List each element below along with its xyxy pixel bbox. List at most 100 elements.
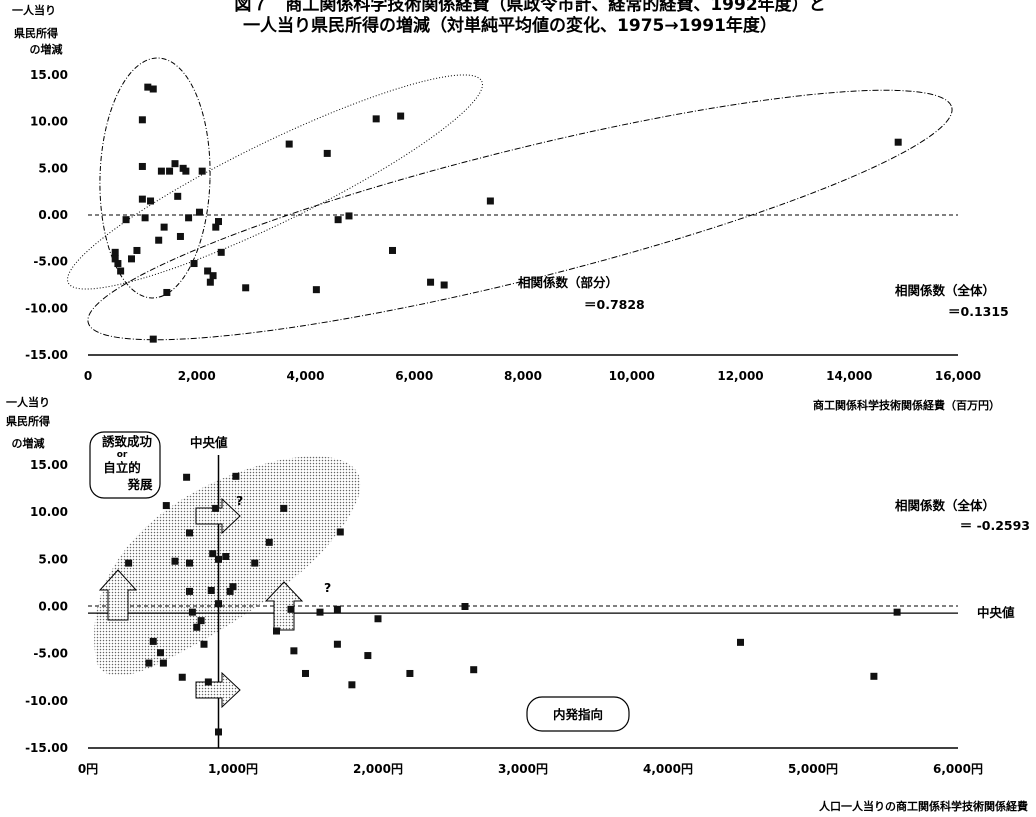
arrow-up-center [264,581,304,631]
chart2-data-point [280,504,288,512]
chart2-ylabel-line3: の増減 [12,436,45,450]
chart1-data-point [174,192,182,200]
chart2-data-point [207,586,215,594]
chart1-x-tick-label: 10,000 [609,369,655,383]
chart2-data-point [204,678,212,686]
chart2-ylabel-line1: 一人当り [6,395,50,409]
chart1-data-point [217,248,225,256]
chart2-data-point [333,605,341,613]
chart2-data-point [348,681,356,689]
chart1-data-point [242,284,250,292]
chart1-data-point [334,216,342,224]
question-mark-center: ? [324,580,331,595]
chart2-x-tick-label: 6,000円 [933,762,983,776]
chart2-x-tick-label: 5,000円 [788,762,838,776]
arrow-right-lower [195,671,241,709]
chart2-box-success [89,431,161,499]
chart1-data-point [111,248,119,256]
chart2-data-point [374,615,382,623]
chart1-ylabel-line1: 一人当り [12,3,56,17]
chart2-data-point [193,623,201,631]
chart1-ellipse-cluster [99,57,211,299]
chart1-data-point [215,218,222,226]
chart2-median-x-label: 中央値 [190,435,228,450]
chart2-y-tick-label: 5.00 [38,552,68,566]
chart2-data-point [188,608,196,616]
chart2-data-point [215,555,222,563]
chart1-x-tick-label: 6,000 [395,369,433,383]
chart2-data-point [149,637,157,645]
chart2-data-point [232,472,240,480]
chart2-data-point [186,559,193,567]
chart1-data-point [486,197,494,205]
chart1-total-value: ＝0.1315 [948,304,1009,319]
chart2-y-tick-label: -15.00 [25,741,68,755]
chart2-x-tick-label: 0円 [78,762,98,776]
chart2-data-point [215,600,222,608]
chart1-x-ticks: 0 2,000 4,000 6,000 8,000 10,000 12,000 14,000 1… [84,369,981,383]
chart2-total-label: 相関係数（全体） [895,498,995,513]
chart1-data-point [285,140,293,148]
chart1-partial-value: ＝0.7828 [584,297,645,312]
chart1-data-point [171,160,179,168]
chart2-box-success-line2: or [117,450,128,460]
chart2-box-success-line3: 自立的 [103,460,141,475]
chart2-data-point [302,669,309,677]
chart2-data-point [265,538,273,546]
chart1-y-tick-label: 15.00 [30,68,68,82]
chart1-total-label: 相関係数（全体） [895,283,995,298]
chart1-x-tick-label: 16,000 [935,369,981,383]
chart1-data-point [198,167,206,175]
chart1-data-point [114,260,122,268]
chart2-data-point [159,659,167,667]
chart2-data-point [461,603,469,610]
chart1-x-tick-label: 2,000 [178,369,216,383]
chart2-y-tick-label: 0.00 [38,600,68,614]
chart1-y-tick-label: -5.00 [33,255,68,269]
chart1-x-tick-label: 0 [84,369,92,383]
chart1-ylabel-line2: 県民所得 [14,26,58,40]
chart2-data-point [364,652,372,660]
chart2-median-y-label: 中央値 [977,605,1015,620]
chart2-data-point [197,617,205,625]
chart1-y-ticks: 15.00 10.00 5.00 0.00 -5.00 -10.00 -15.00 [25,68,68,362]
chart2-shaded-band [94,456,361,676]
chart1-y-tick-label: 0.00 [38,208,68,222]
chart2-data-point [290,647,298,655]
question-mark-upper: ? [236,493,243,508]
chart2-data-point [162,502,170,510]
chart1-x-tick-label: 4,000 [287,369,325,383]
chart1-data-point [138,195,146,203]
chart1-data-point [206,278,214,286]
chart1-points [111,83,902,343]
chart2-data-point [406,669,414,677]
chart2-ylabel-line2: 県民所得 [6,414,50,428]
chart1-data-point [157,167,165,175]
chart2-box-success-line4: 発展 [126,477,153,492]
chart1-data-point [149,85,157,93]
chart-1: 一人当り 県民所得 の増減 相関係数（部分） ＝0.7828 相関係数（全体） … [12,3,1009,412]
chart2-data-point [209,550,217,558]
chart2-data-point [336,528,344,536]
chart2-data-point [226,587,234,595]
chart2-data-point [178,673,186,681]
chart2-data-point [251,559,259,567]
chart2-data-point [145,659,153,667]
chart2-data-point [470,666,478,674]
chart2-box-success-line1: 誘致成功 [102,434,152,449]
chart1-xlabel: 商工関係科学技術関係経費（百万円） [813,398,1000,412]
chart2-total-value: ＝ -0.2593 [960,518,1030,533]
chart1-data-point [147,197,155,205]
chart2-x-tick-label: 2,000円 [353,762,403,776]
chart2-data-point [200,640,208,648]
chart2-data-point [157,649,164,657]
chart1-data-point [190,260,198,268]
chart2-xlabel: 人口一人当りの商工関係科学技術関係経費 [819,799,1028,813]
chart1-data-point [204,267,212,275]
chart1-x-tick-label: 12,000 [717,369,763,383]
chart1-data-point [144,83,152,91]
chart2-data-point [171,557,179,565]
chart2-y-tick-label: -10.00 [25,694,68,708]
chart2-y-tick-label: -5.00 [33,647,68,661]
chart2-data-point [316,608,324,616]
